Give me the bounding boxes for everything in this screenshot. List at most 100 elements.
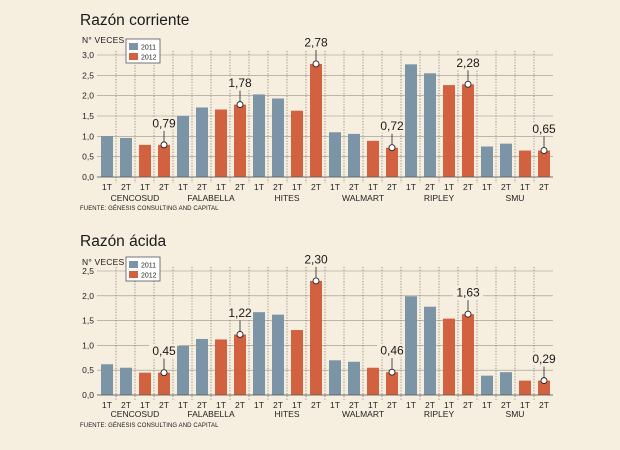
y-tick-label: 2,5 [82, 266, 94, 276]
x-tick-label: 1T [330, 182, 340, 192]
x-tick-label: 2T [159, 400, 169, 410]
callout-bg [453, 286, 483, 300]
y-axis-label: N° VECES [82, 257, 125, 267]
callout-marker [388, 368, 396, 376]
bar-falabella-2 [215, 109, 227, 177]
x-tick-label: 1T [140, 400, 150, 410]
data-label: 0,65 [532, 122, 556, 136]
x-tick-label: 1T [406, 182, 416, 192]
x-tick-label: 2T [235, 182, 245, 192]
callout-marker [312, 277, 320, 285]
x-tick-label: 1T [254, 182, 264, 192]
x-tick-label: 1T [368, 182, 378, 192]
company-label: FALABELLA [187, 193, 235, 203]
x-tick-label: 2T [273, 182, 283, 192]
y-tick-label: 1,5 [82, 316, 94, 326]
x-tick-label: 1T [216, 400, 226, 410]
x-tick-label: 2T [539, 400, 549, 410]
company-label: HITES [274, 193, 299, 203]
bar-ripley-0 [405, 64, 417, 177]
bar-smu-1 [500, 372, 512, 395]
data-label: 1,22 [228, 306, 252, 320]
data-label: 0,29 [532, 352, 556, 366]
bar-hites-0 [253, 94, 265, 177]
bar-smu-3 [538, 380, 550, 395]
callout-marker [236, 101, 244, 109]
legend-swatch-2011 [129, 43, 138, 50]
x-tick-label: 2T [197, 400, 207, 410]
x-tick-label: 1T [368, 400, 378, 410]
x-tick-label: 1T [406, 400, 416, 410]
bar-ripley-0 [405, 296, 417, 395]
callout-marker [388, 144, 396, 152]
x-tick-label: 2T [311, 182, 321, 192]
x-tick-label: 2T [463, 182, 473, 192]
callout-marker [464, 80, 472, 88]
bar-hites-2 [291, 110, 303, 177]
data-label: 0,45 [152, 344, 176, 358]
x-tick-label: 1T [292, 182, 302, 192]
x-tick-label: 1T [254, 400, 264, 410]
x-tick-label: 2T [387, 400, 397, 410]
y-tick-label: 2,0 [82, 291, 94, 301]
callout-marker [236, 331, 244, 338]
callout-marker [312, 60, 320, 68]
callout-marker [160, 369, 168, 377]
legend-label: 2011 [141, 263, 156, 270]
y-tick-label: 1,0 [82, 340, 94, 350]
x-tick-label: 2T [539, 182, 549, 192]
y-tick-label: 1,5 [82, 111, 94, 121]
y-tick-label: 1,0 [82, 131, 94, 141]
x-tick-label: 1T [178, 400, 188, 410]
bar-walmart-0 [329, 360, 341, 395]
callout-bg [149, 116, 179, 130]
y-tick-label: 3,0 [82, 50, 94, 60]
callout-marker [464, 310, 472, 318]
bar-hites-2 [291, 330, 303, 395]
y-tick-label: 0,5 [82, 152, 94, 162]
company-label: WALMART [342, 409, 384, 419]
callout-bg [377, 344, 407, 358]
y-tick-label: 0,0 [82, 172, 94, 182]
bar-cencosud-1 [120, 137, 132, 177]
y-tick-label: 2,5 [82, 70, 94, 80]
x-tick-label: 2T [425, 400, 435, 410]
company-label: RIPLEY [424, 409, 455, 419]
y-axis-label: N° VECES [82, 35, 125, 45]
y-tick-label: 0,5 [82, 365, 94, 375]
x-tick-label: 1T [444, 182, 454, 192]
bar-falabella-1 [196, 107, 208, 177]
bar-cencosud-0 [101, 136, 113, 177]
bar-smu-2 [519, 380, 531, 395]
bar-cencosud-2 [139, 144, 151, 177]
x-tick-label: 2T [501, 400, 511, 410]
bar-falabella-3 [234, 334, 246, 395]
callout-marker [160, 141, 168, 149]
bar-ripley-2 [443, 318, 455, 395]
x-tick-label: 1T [178, 182, 188, 192]
bar-falabella-2 [215, 339, 227, 395]
bar-falabella-0 [177, 345, 189, 395]
bar-hites-0 [253, 312, 265, 395]
data-label: 0,79 [152, 116, 176, 130]
source-note: FUENTE: GÉNESIS CONSULTING AND CAPITAL [80, 423, 219, 429]
legend-label: 2012 [141, 273, 157, 280]
x-tick-label: 2T [121, 182, 131, 192]
x-tick-label: 2T [425, 182, 435, 192]
bar-walmart-1 [348, 361, 360, 395]
x-tick-label: 2T [273, 400, 283, 410]
callout-bg [529, 122, 559, 136]
bar-falabella-0 [177, 116, 189, 177]
callout-bg [529, 352, 559, 366]
x-tick-label: 2T [387, 182, 397, 192]
x-tick-label: 1T [102, 182, 112, 192]
bar-smu-2 [519, 150, 531, 177]
data-label: 2,78 [304, 35, 328, 49]
bar-ripley-1 [424, 73, 436, 177]
data-label: 1,63 [456, 286, 480, 300]
callout-marker [540, 147, 548, 155]
bar-hites-1 [272, 314, 284, 395]
company-label: CENCOSUD [111, 193, 160, 203]
bar-cencosud-2 [139, 372, 151, 395]
bar-walmart-0 [329, 132, 341, 177]
